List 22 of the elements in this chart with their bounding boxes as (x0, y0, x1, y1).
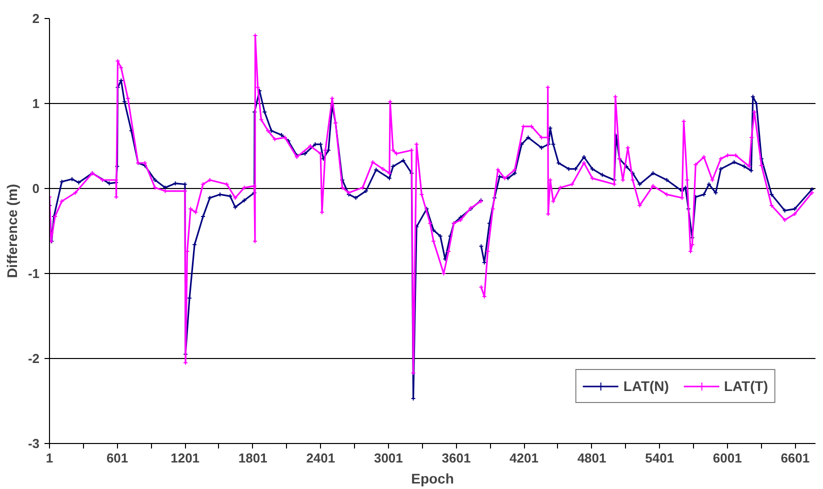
y-tick-label: 0 (32, 181, 40, 196)
x-tick-label: 1201 (170, 450, 200, 466)
y-tick-label: -1 (28, 266, 40, 281)
y-tick-label: -3 (28, 436, 40, 451)
x-tick-label: 4201 (510, 450, 538, 466)
legend-label: LAT(N) (623, 378, 669, 394)
x-tick-label: 4801 (577, 450, 606, 466)
x-tick-label: 6601 (780, 450, 810, 466)
y-tick-label: 2 (32, 11, 40, 26)
x-tick-label: 5401 (645, 450, 674, 466)
y-tick-label: -2 (28, 351, 40, 366)
x-tick-label: 2401 (306, 450, 336, 466)
x-tick-label: 6001 (712, 450, 742, 466)
x-tick-label: 1 (46, 450, 54, 466)
x-tick-label: 3601 (442, 450, 471, 466)
legend-label: LAT(T) (724, 378, 768, 394)
x-tick-label: 3001 (374, 450, 403, 466)
x-tick-label: 601 (106, 450, 128, 466)
y-tick-label: 1 (32, 96, 40, 111)
x-tick-label: 1801 (238, 450, 268, 466)
y-axis-title: Difference (m) (4, 184, 20, 278)
x-axis-title: Epoch (411, 470, 454, 486)
